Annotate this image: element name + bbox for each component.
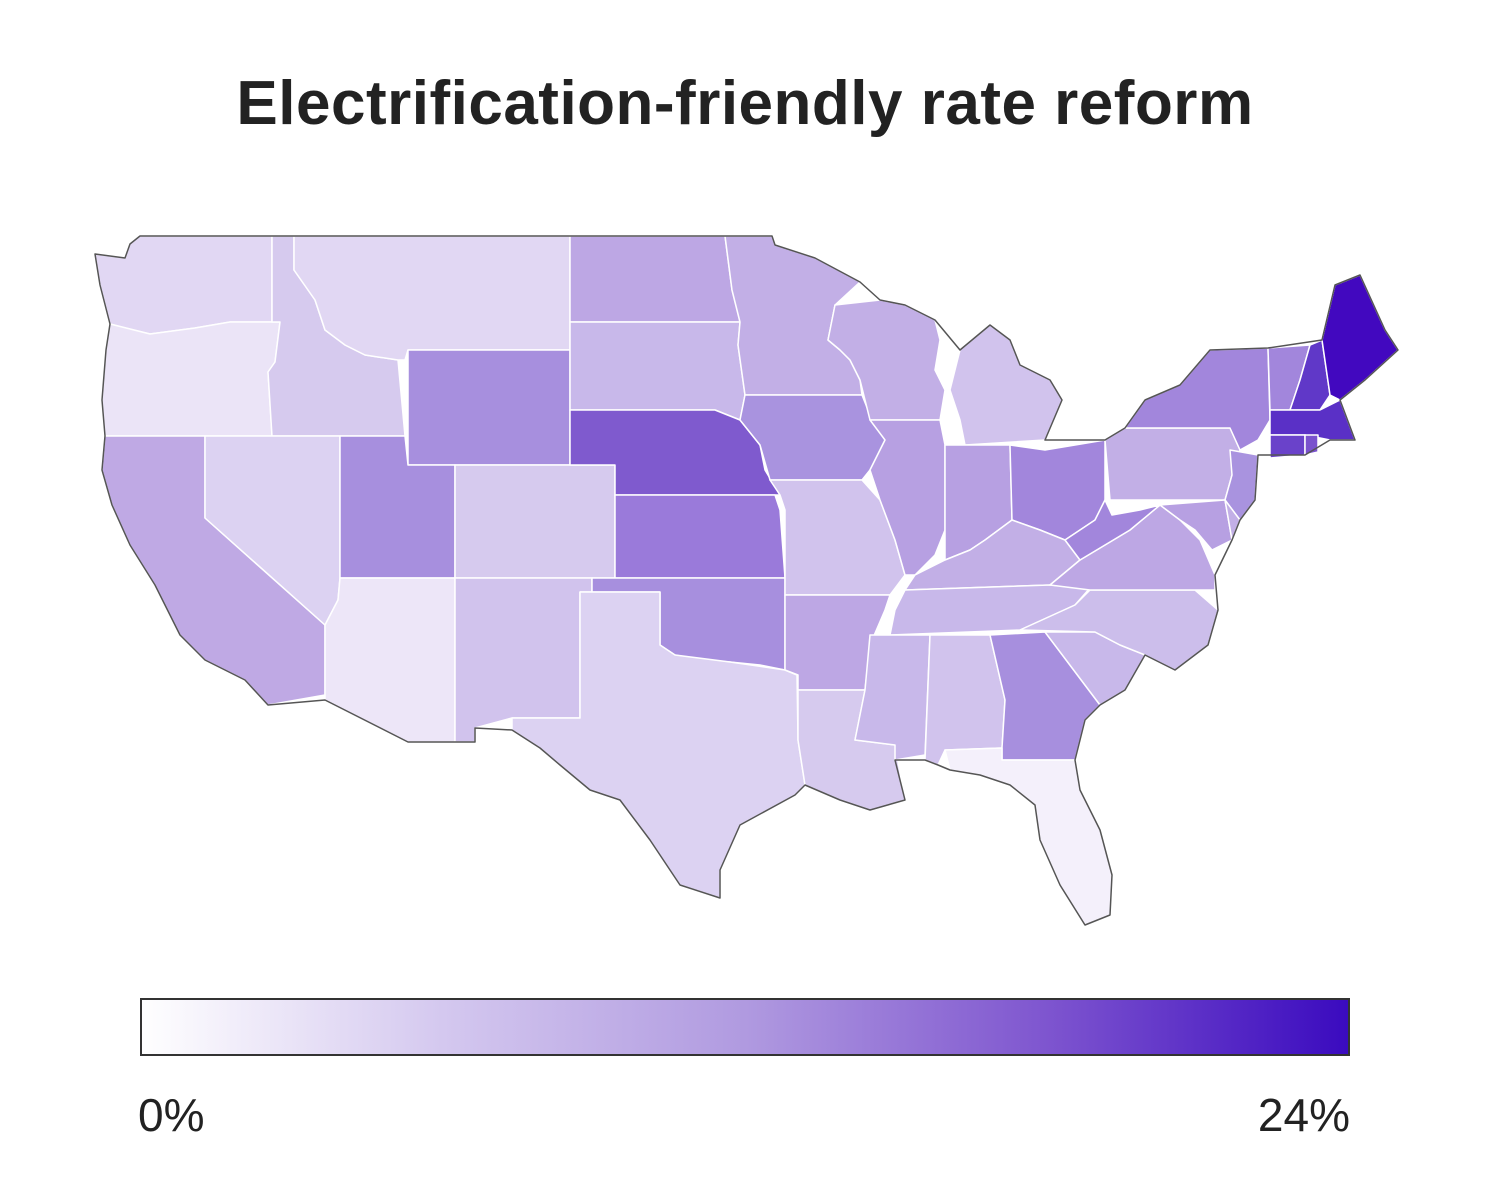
state-rhode-island (1304, 434, 1319, 456)
legend-max-label: 24% (1257, 1089, 1350, 1141)
map-title: Electrification-friendly rate reform (236, 69, 1254, 138)
legend-min-label: 0% (138, 1089, 205, 1141)
state-michigan (949, 324, 1063, 446)
state-missouri (769, 479, 906, 596)
state-florida (944, 747, 1113, 926)
legend-bar (140, 998, 1350, 1056)
state-arizona (324, 577, 456, 743)
legend-gradient (140, 998, 1350, 1056)
state-pennsylvania (1104, 427, 1241, 501)
state-washington (94, 235, 273, 335)
state-alabama (924, 634, 1006, 766)
state-colorado (454, 464, 616, 579)
state-west-virginia (1064, 499, 1161, 561)
national-outline (94, 235, 1399, 926)
state-kansas (614, 494, 786, 579)
state-south-dakota (569, 321, 746, 421)
state-oregon (101, 321, 281, 437)
state-illinois (869, 419, 946, 576)
state-north-dakota (569, 235, 741, 323)
state-wyoming (407, 349, 571, 466)
